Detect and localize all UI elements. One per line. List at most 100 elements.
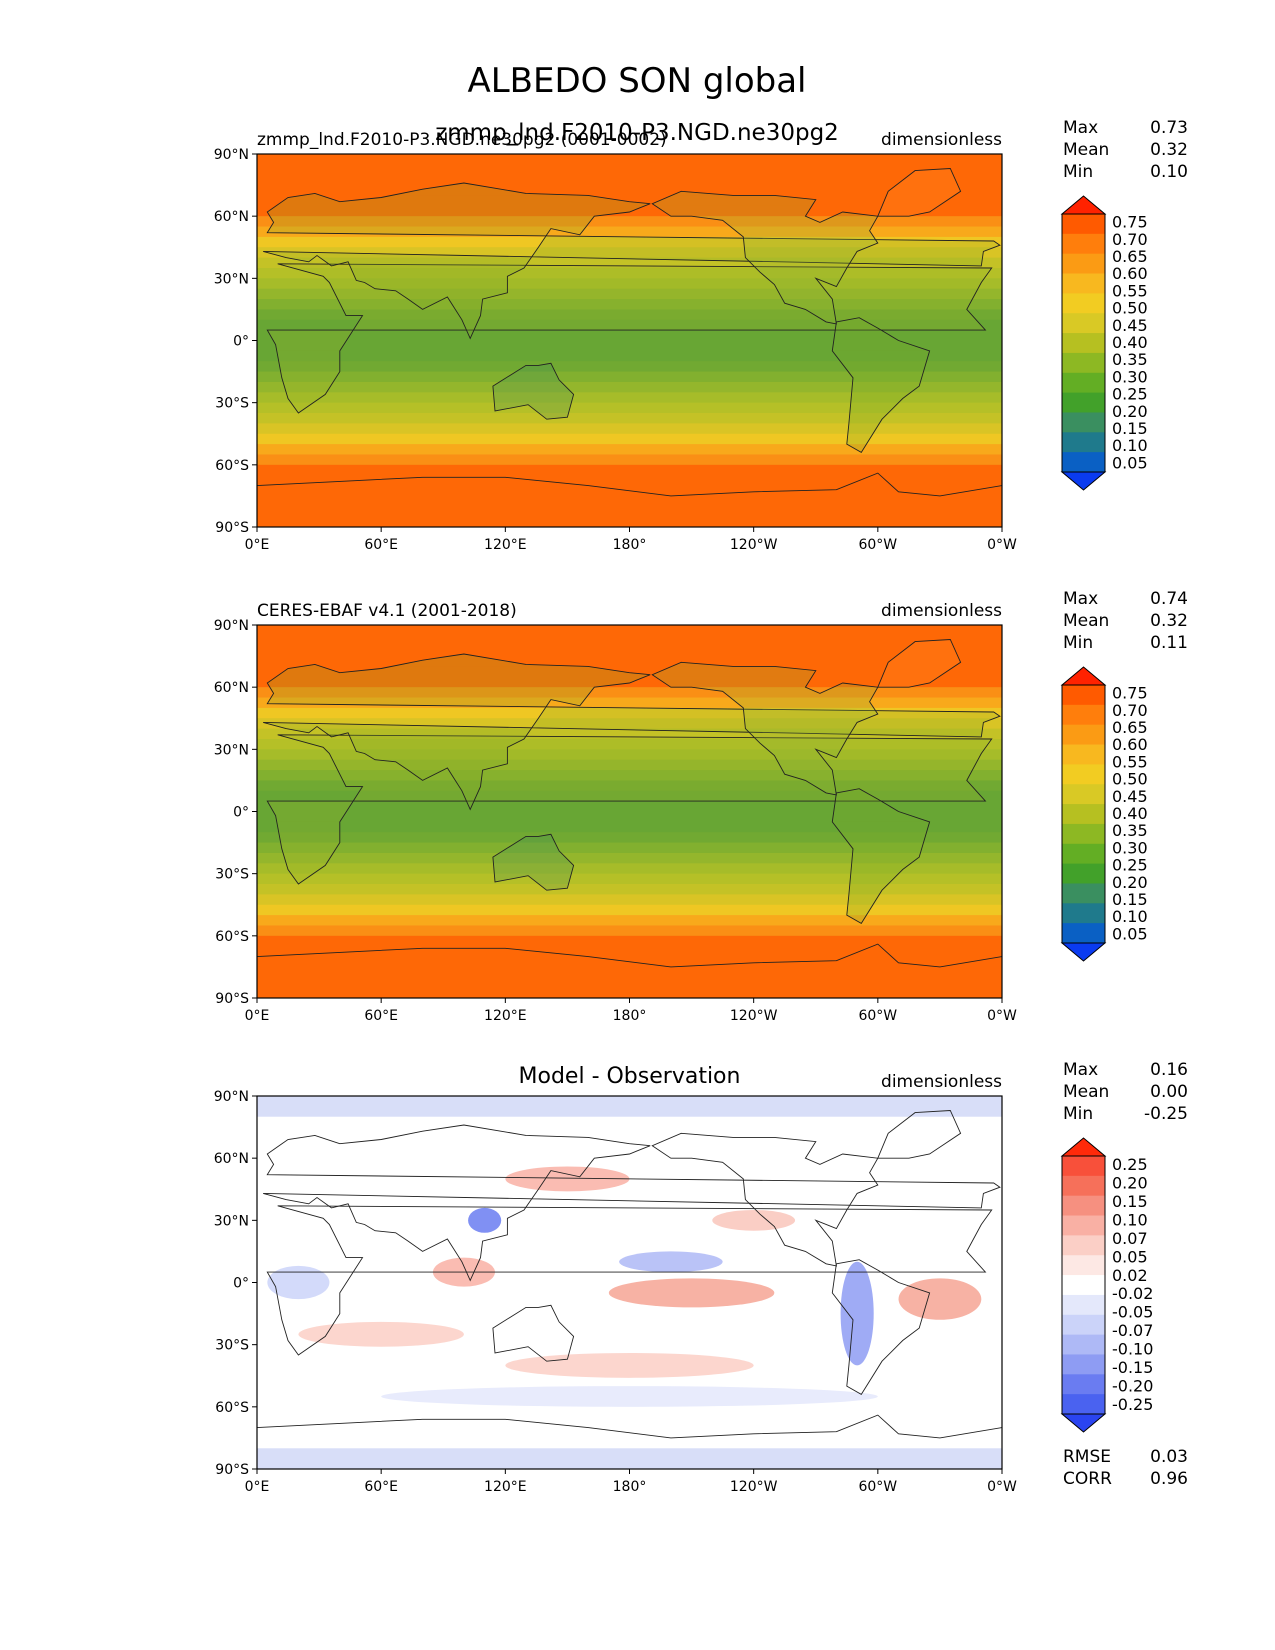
- lat-band: [257, 402, 1002, 414]
- lat-band: [257, 904, 1002, 916]
- lat-band: [257, 164, 1002, 176]
- colorbar: 0.750.700.650.600.550.500.450.400.350.30…: [1060, 195, 1148, 491]
- colorbar-tick-label: -0.10: [1112, 1340, 1153, 1359]
- lat-band: [257, 278, 1002, 290]
- colorbar-segment: [1062, 704, 1105, 726]
- colorbar-tick-label: 0.10: [1112, 907, 1148, 926]
- lat-band: [257, 340, 1002, 352]
- lat-band: [257, 1209, 1002, 1221]
- colorbar-tick-label: 0.05: [1112, 453, 1148, 472]
- colorbar-segment: [1062, 1354, 1105, 1375]
- stat-value-max: 0.74: [1150, 589, 1188, 609]
- y-tick-label: 60°S: [215, 929, 249, 945]
- colorbar-tick-label: 0.15: [1112, 419, 1148, 438]
- colorbar-segment: [1062, 1394, 1105, 1415]
- x-tick-label: 120°E: [484, 537, 527, 553]
- x-tick-label: 180°: [613, 1008, 647, 1024]
- lat-band: [257, 1375, 1002, 1387]
- difference-region: [381, 1386, 878, 1407]
- x-tick-label: 60°W: [858, 1008, 897, 1024]
- y-tick-label: 30°N: [214, 271, 249, 287]
- y-tick-label: 30°N: [214, 742, 249, 758]
- colorbar-tick-label: 0.25: [1112, 856, 1148, 875]
- lat-band: [257, 319, 1002, 331]
- lat-band: [257, 444, 1002, 456]
- stat-label-max: Max: [1063, 118, 1098, 138]
- x-tick-label: 120°W: [730, 1008, 778, 1024]
- colorbar-segment: [1062, 1294, 1105, 1316]
- colorbar-tick-label: 0.20: [1112, 1174, 1148, 1193]
- y-tick-label: 30°N: [214, 1213, 249, 1229]
- colorbar-tick-label: 0.65: [1112, 718, 1148, 737]
- x-tick-label: 180°: [613, 1479, 647, 1495]
- x-tick-label: 0°E: [245, 1008, 270, 1024]
- lat-band: [257, 236, 1002, 248]
- x-tick-label: 0°W: [987, 537, 1017, 553]
- lat-band: [257, 738, 1002, 750]
- y-tick-label: 30°S: [215, 396, 249, 412]
- stat-value-mean: 0.32: [1150, 611, 1188, 631]
- coastline: [263, 653, 1001, 811]
- colorbar-segment: [1062, 214, 1105, 235]
- lat-band: [257, 759, 1002, 771]
- lat-band: [257, 1344, 1002, 1356]
- lat-band: [257, 811, 1002, 823]
- x-tick-label: 120°E: [484, 1008, 527, 1024]
- coastline: [266, 1205, 993, 1356]
- lat-band: [257, 987, 1002, 998]
- x-tick-label: 60°W: [858, 1479, 897, 1495]
- coastline: [263, 182, 1001, 340]
- coastline: [492, 1304, 575, 1362]
- colorbar-segment: [1062, 352, 1105, 374]
- lat-band: [257, 966, 1002, 978]
- coastline: [257, 1414, 1002, 1469]
- lat-band: [257, 977, 1002, 989]
- lat-band: [257, 392, 1002, 404]
- map-field: [257, 625, 1002, 998]
- x-tick-label: 0°W: [987, 1008, 1017, 1024]
- y-tick-label: 0°: [233, 334, 249, 350]
- stat-label-mean: Mean: [1063, 611, 1109, 631]
- stat-label-min: Min: [1063, 633, 1093, 653]
- lat-band: [257, 495, 1002, 507]
- colorbar-extend-max: [1060, 1137, 1107, 1157]
- lat-band: [257, 832, 1002, 844]
- colorbar-segment: [1062, 1374, 1105, 1395]
- lat-band: [257, 205, 1002, 217]
- x-tick-label: 0°E: [245, 1479, 270, 1495]
- colorbar-tick-label: 0.05: [1112, 1247, 1148, 1266]
- colorbar-frame: [1061, 1155, 1106, 1415]
- colorbar-segment: [1062, 1235, 1105, 1256]
- lat-band: [257, 1303, 1002, 1315]
- lat-band: [257, 884, 1002, 895]
- y-tick-label: 90°N: [214, 618, 249, 634]
- colorbar-segment: [1062, 1314, 1105, 1336]
- colorbar-tick-label: 0.15: [1112, 890, 1148, 909]
- colorbar-extend-min: [1060, 471, 1107, 491]
- panel-1: 90°N 60°N 30°N 0° 30°S 60°S 90°S0°E 60°E 120°E 18…: [214, 118, 1188, 553]
- lat-band: [257, 506, 1002, 518]
- lat-band: [257, 1096, 1002, 1107]
- panel-units: dimensionless: [881, 1072, 1002, 1092]
- lat-band: [257, 915, 1002, 927]
- y-tick-label: 0°: [233, 1276, 249, 1292]
- lat-band: [257, 454, 1002, 466]
- colorbar-segment: [1062, 233, 1105, 255]
- stat-label-min: Min: [1063, 162, 1093, 182]
- coastline: [877, 1110, 962, 1159]
- difference-region: [619, 1251, 723, 1273]
- lat-band: [257, 475, 1002, 487]
- panels: 90°N60°N30°N0°30°S60°S90°S0°E 60°E 120°E 18…: [214, 118, 1188, 1495]
- lat-band: [257, 1313, 1002, 1325]
- difference-region: [505, 1352, 754, 1378]
- figure-overlay-title: zmmp_lnd.F2010-P3.NGD.ne30pg2: [435, 120, 839, 146]
- stat-label-corr: CORR: [1063, 1469, 1112, 1489]
- colorbar: 0.750.700.650.600.550.500.450.400.350.30…: [1060, 666, 1148, 962]
- coastline: [492, 833, 575, 891]
- colorbar-tick-label: 0.50: [1112, 770, 1148, 789]
- colorbar-segment: [1062, 273, 1105, 294]
- lat-band: [257, 516, 1002, 527]
- lat-band: [257, 635, 1002, 647]
- x-tick-label: 60°E: [364, 1479, 398, 1495]
- lat-band: [257, 309, 1002, 321]
